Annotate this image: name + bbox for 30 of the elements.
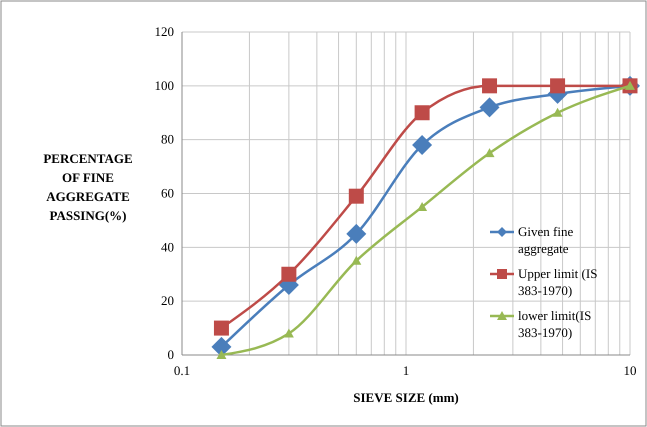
point bbox=[284, 328, 294, 338]
point bbox=[417, 202, 428, 211]
point bbox=[550, 78, 566, 94]
legend-label: Given fine aggregate bbox=[518, 224, 574, 256]
point bbox=[281, 266, 296, 282]
point bbox=[216, 350, 226, 359]
legend-label: lower limit(IS 383-1970) bbox=[518, 308, 592, 340]
y-tick-label: 60 bbox=[161, 186, 174, 200]
x-tick-label: 10 bbox=[624, 363, 636, 378]
y-tick-label: 0 bbox=[168, 347, 174, 362]
y-tick-label: 40 bbox=[161, 239, 174, 254]
point bbox=[412, 135, 432, 156]
x-axis-title: SIEVE SIZE (mm) bbox=[353, 390, 459, 405]
legend-label: Upper limit (IS 383-1970) bbox=[518, 266, 598, 298]
point bbox=[552, 108, 563, 117]
y-tick-label: 120 bbox=[154, 24, 174, 39]
point bbox=[414, 105, 430, 120]
point bbox=[482, 78, 498, 94]
x-tick-label: 0.1 bbox=[174, 363, 190, 378]
x-tick-label: 1 bbox=[402, 363, 410, 378]
point bbox=[484, 148, 495, 158]
y-tick-label: 100 bbox=[154, 78, 174, 93]
point bbox=[348, 188, 364, 204]
y-tick-label: 20 bbox=[161, 293, 174, 308]
y-axis-title: PERCENTAGE OF FINE AGGREGATE PASSING(%) bbox=[43, 151, 133, 223]
point bbox=[351, 256, 362, 265]
y-tick-label: 80 bbox=[161, 132, 174, 147]
point bbox=[480, 97, 500, 118]
point bbox=[346, 224, 366, 244]
point bbox=[214, 320, 229, 336]
